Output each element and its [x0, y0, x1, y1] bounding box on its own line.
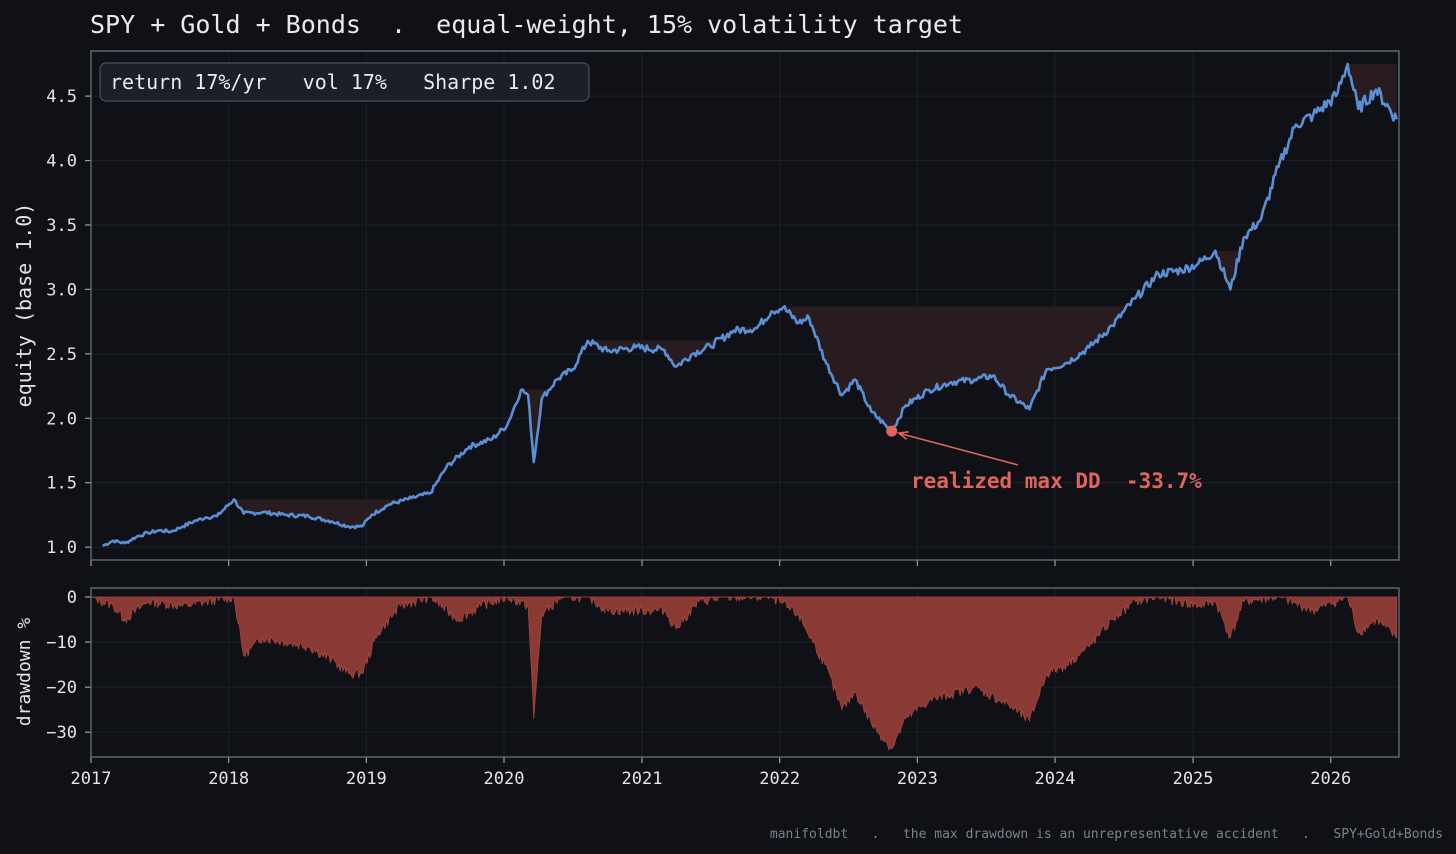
drawdown-area	[91, 595, 1398, 752]
chart-title: SPY + Gold + Bonds . equal-weight, 15% v…	[90, 10, 963, 39]
drawdown-shade-region	[1215, 250, 1239, 290]
equity-y-tick-label: 3.5	[46, 216, 77, 236]
x-tick-label: 2023	[897, 769, 938, 789]
equity-grid	[90, 51, 1399, 560]
max-drawdown-annotation: realized max DD -33.7%	[886, 425, 1202, 493]
drawdown-y-tick-label: −30	[46, 723, 77, 743]
x-tick-label: 2024	[1035, 769, 1076, 789]
stats-text: return 17%/yr vol 17% Sharpe 1.02	[110, 70, 556, 94]
drawdown-shade-region	[233, 499, 404, 529]
x-tick-label: 2021	[622, 769, 663, 789]
annotation-arrow	[898, 432, 1019, 466]
max-drawdown-marker	[886, 425, 898, 437]
equity-y-tick-label: 4.0	[46, 152, 77, 172]
drawdown-y-tick-label: −10	[46, 633, 77, 653]
equity-y-tick-label: 1.0	[46, 538, 77, 558]
equity-plot-area	[91, 51, 1399, 560]
drawdown-y-label: drawdown %	[14, 618, 35, 727]
stats-box-bg	[99, 62, 590, 102]
equity-y-tick-label: 3.0	[46, 280, 77, 300]
drawdown-frame	[90, 587, 1400, 758]
x-tick-label: 2026	[1310, 769, 1351, 789]
x-tick-label: 2022	[759, 769, 800, 789]
x-tick-label: 2025	[1173, 769, 1214, 789]
equity-y-tick-label: 2.0	[46, 409, 77, 429]
drawdown-y-tick-label: −20	[46, 678, 77, 698]
x-tick-label: 2017	[71, 769, 112, 789]
equity-line	[102, 62, 1398, 547]
x-tick-label: 2020	[484, 769, 525, 789]
drawdown-shade-region	[522, 389, 549, 463]
equity-x-ticks	[90, 560, 1332, 566]
x-tick-label: 2018	[208, 769, 249, 789]
equity-y-tick-label: 1.5	[46, 474, 77, 494]
equity-frame	[90, 50, 1400, 561]
drawdown-y-tick-label: 0	[67, 588, 77, 608]
drawdown-x-ticks: 2017 2018 2019 2020 2021 2022 2023 2024 2025 2026	[71, 757, 1351, 789]
drawdown-y-ticks: 0 −10 −20 −30	[46, 588, 91, 743]
annotation-arrowhead	[896, 431, 909, 440]
x-tick-label: 2019	[346, 769, 387, 789]
stats-box: return 17%/yr vol 17% Sharpe 1.02	[99, 62, 590, 102]
drawdown-shade-region	[784, 306, 1126, 432]
drawdown-panel: 0−10−20−30 2017 2018 2019 2020 2021 2022 2023 2…	[14, 587, 1400, 789]
max-drawdown-label: realized max DD -33.7%	[911, 469, 1202, 493]
equity-y-ticks: 1.0 1.5 2.0 2.5 3.0 3.5 4.0 4.5	[46, 87, 91, 558]
equity-y-label: equity (base 1.0)	[12, 203, 36, 408]
equity-panel: 1.0 1.5 2.0 2.5 3.0 3.5 4.0 4.5 equity (base 1.…	[12, 50, 1400, 566]
equity-y-tick-label: 4.5	[46, 87, 77, 107]
equity-y-tick-label: 2.5	[46, 345, 77, 365]
footer-caption: manifoldbt . the max drawdown is an unre…	[770, 827, 1443, 842]
drawdown-shade-region	[592, 340, 715, 367]
